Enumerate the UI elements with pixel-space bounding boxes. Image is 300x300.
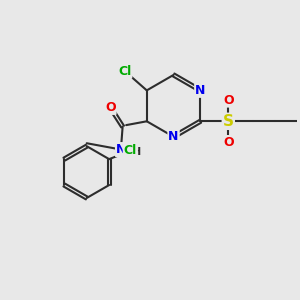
Text: Cl: Cl xyxy=(124,144,137,158)
Text: O: O xyxy=(223,94,234,106)
Text: N: N xyxy=(168,130,179,143)
Text: O: O xyxy=(223,136,234,149)
Text: O: O xyxy=(105,101,116,114)
Text: N: N xyxy=(116,143,126,156)
Text: N: N xyxy=(195,84,206,97)
Text: Cl: Cl xyxy=(118,65,131,78)
Text: H: H xyxy=(132,147,141,157)
Text: S: S xyxy=(223,114,234,129)
